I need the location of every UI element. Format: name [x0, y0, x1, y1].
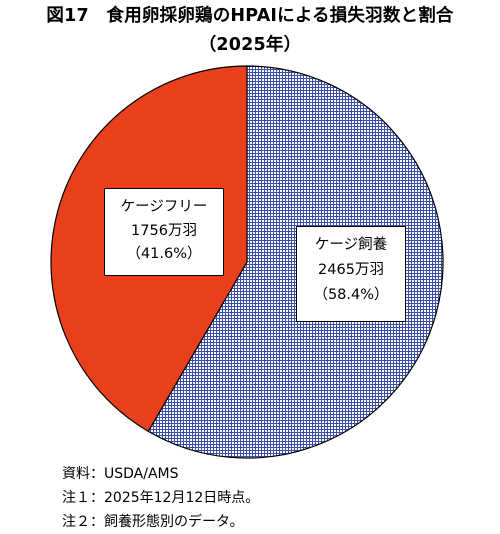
note-1: 注１：2025年12月12日時点。 — [62, 490, 260, 506]
notes: 資料：USDA/AMS 注１：2025年12月12日時点。 注２：飼養形態別のデ… — [62, 462, 259, 534]
label-cage-value: 2465万羽 — [318, 262, 384, 278]
note-2: 注２：飼養形態別のデータ。 — [62, 514, 244, 530]
pie-slice-cage — [147, 65, 444, 459]
label-cage-free-name: ケージフリー — [120, 199, 208, 215]
label-cage-free-value: 1756万羽 — [131, 223, 197, 239]
label-cage: ケージ飼養 2465万羽 （58.4%） — [296, 226, 406, 322]
label-cage-percent: （58.4%） — [313, 287, 389, 303]
label-cage-name: ケージ飼養 — [314, 237, 388, 253]
chart-title-line-1: 図17 食用卵採卵鶏のHPAIによる損失羽数と割合 — [46, 6, 454, 26]
chart-title-line-2: （2025年） — [198, 35, 302, 55]
chart-title: 図17 食用卵採卵鶏のHPAIによる損失羽数と割合 （2025年） — [0, 2, 500, 60]
label-cage-free-percent: （41.6%） — [126, 246, 202, 262]
label-cage-free: ケージフリー 1756万羽 （41.6%） — [104, 188, 224, 276]
note-source: 資料：USDA/AMS — [62, 466, 179, 482]
